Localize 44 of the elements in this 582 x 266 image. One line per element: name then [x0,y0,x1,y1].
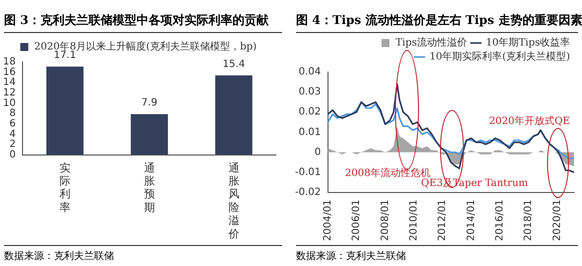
y-tick-label: 0.01 [298,126,321,138]
bar [215,75,252,155]
x-tick-label: 2018/01 [523,199,534,242]
y-tick-label: 0.03 [298,86,321,98]
y-tick-label: 2 [9,139,16,150]
y-tick-label: 0.02 [298,106,321,118]
data-label: 15.4 [222,59,245,70]
chart-title: 图 4：Tips 流动性溢价是左右 Tips 走势的重要因素 [296,12,582,29]
y-tick-label: 0 [314,146,321,158]
x-tick-label: 2020/01 [552,199,563,242]
bar [46,66,84,155]
x-tick-label: 2012/01 [437,199,448,242]
y-tick-label: 10 [2,98,16,109]
y-tick-label: 14 [2,77,16,88]
y-tick-label: 6 [9,118,16,130]
y-tick-label: 12 [2,88,16,99]
x-tick-label: 通胀预期 [144,161,155,214]
y-tick-label: -0.02 [295,187,321,198]
data-label: 17.1 [54,50,76,62]
y-tick-label: 8 [9,108,16,120]
annotation: 2020年开放式QE [488,116,571,127]
annotation: 2008年流动性危机 [344,168,432,179]
data-label: 7.9 [141,98,158,109]
legend-label: 10年期Tips收益率 [486,36,570,49]
legend-label: 10年期实际利率(克利夫兰模型) [429,50,570,63]
x-tick-label: 实际利率 [59,161,70,214]
chart-title: 图 3：克利夫兰联储模型中各项对实际利率的贡献 [4,12,282,33]
bar [130,114,168,155]
x-tick-label: 2008/01 [380,199,391,242]
source-note: 数据来源：克利夫兰联储 [4,245,282,263]
legend-label: Tips流动性溢价 [395,36,467,49]
x-tick-label: 2006/01 [351,199,362,242]
x-tick-label: 2014/01 [466,199,477,242]
y-tick-label: -0.01 [295,166,321,178]
x-tick-label: 2004/01 [322,199,334,242]
x-tick-label: 2016/01 [494,199,506,242]
y-tick-label: 18 [2,56,16,68]
y-tick-label: 16 [2,66,16,78]
source-note: 数据来源：克利夫兰联储 [296,245,578,263]
y-tick-label: 0 [9,149,16,160]
y-tick-label: 4 [9,128,16,140]
x-tick-label: 2010/01 [408,199,420,242]
x-tick-label: 通胀风险溢价 [227,161,240,240]
y-tick-label: 0.04 [298,66,321,78]
